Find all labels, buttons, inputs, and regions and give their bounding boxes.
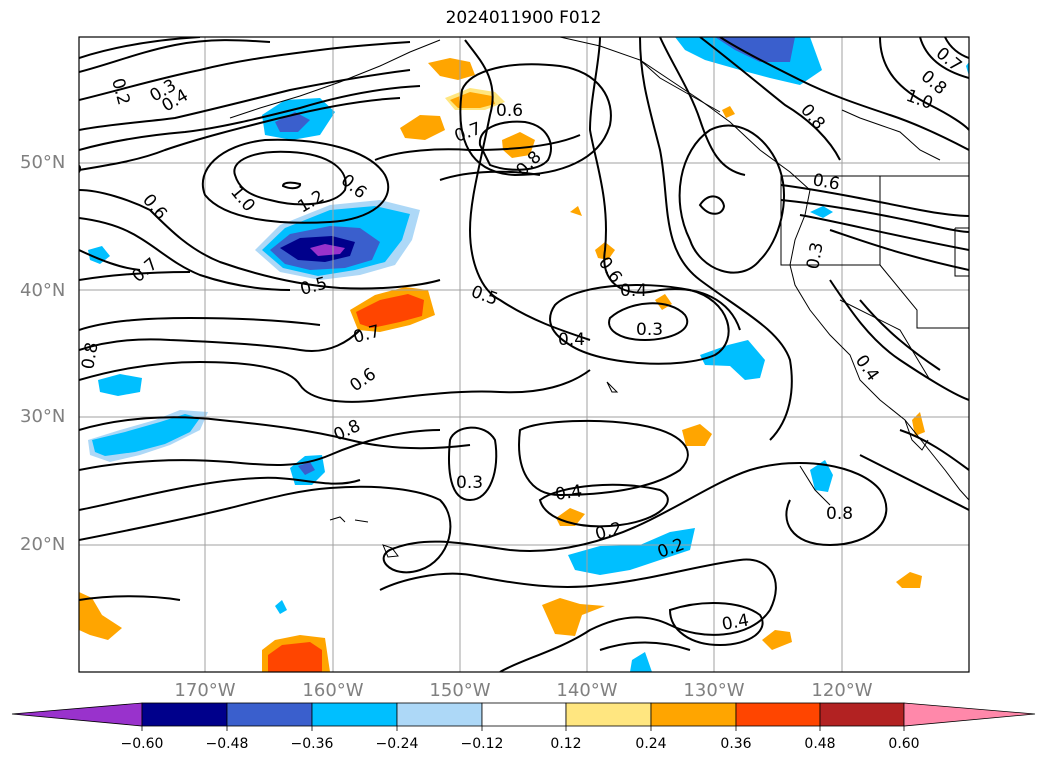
contour-label: 0.8 (796, 100, 829, 134)
graticule (79, 37, 969, 672)
contour-label: 0.2 (593, 519, 624, 545)
contour-label: 0.5 (62, 161, 86, 191)
lat-label-50n: 50°N (20, 152, 66, 173)
map-frame (78, 36, 970, 673)
colorbar-under-extension (11, 702, 143, 727)
contour-label: 0.3 (803, 241, 827, 271)
colorbar-bin (396, 702, 483, 727)
colorbar-tick-label: −0.60 (120, 736, 164, 752)
colorbar-bin (226, 702, 313, 727)
lon-label-150w: 150°W (429, 680, 491, 701)
lat-label-20n: 20°N (20, 534, 66, 555)
coastlines (229, 37, 969, 558)
lon-label-120w: 120°W (811, 680, 873, 701)
colorbar-bin (565, 702, 652, 727)
contour-label: 0.4 (558, 330, 585, 350)
colorbar-tick-label: 0.24 (635, 736, 667, 752)
colorbar-tick-label: 0.36 (720, 736, 752, 752)
colorbar-bin (481, 702, 567, 727)
contours (79, 37, 969, 672)
contour-label: 0.7 (128, 254, 162, 287)
anomaly-fills (79, 37, 969, 672)
lon-label-130w: 130°W (683, 680, 745, 701)
colorbar-tick-label: −0.36 (290, 736, 334, 752)
colorbar-bin (650, 702, 737, 727)
colorbar-bin (311, 702, 398, 727)
contour-label: 0.3 (456, 473, 483, 493)
contour-label: 0.6 (496, 101, 523, 121)
lon-label-160w: 160°W (302, 680, 364, 701)
contour-labels: 0.2 0.3 0.4 0.5 0.6 0.7 0.8 1.0 1.2 0.6 … (62, 44, 965, 635)
colorbar-tick-label: −0.24 (375, 736, 419, 752)
colorbar-tick-label: −0.12 (460, 736, 504, 752)
contour-label: 0.4 (620, 281, 647, 301)
contour-label: 0.4 (720, 611, 750, 635)
lon-label-140w: 140°W (556, 680, 618, 701)
contour-label: 1.0 (226, 182, 259, 216)
colorbar-bin (141, 702, 228, 727)
colorbar-tick-label: 0.60 (888, 736, 920, 752)
contour-label: 0.8 (78, 341, 102, 371)
colorbar-bin (819, 702, 905, 727)
contour-label: 0.4 (554, 481, 584, 505)
contour-label: 0.6 (337, 171, 371, 204)
contour-label: 0.8 (826, 504, 853, 524)
map-title: 2024011900 F012 (445, 8, 602, 28)
contour-label: 0.3 (636, 320, 663, 340)
colorbar-tick-label: 0.12 (550, 736, 582, 752)
contour-label: 0.7 (351, 322, 382, 348)
map-panel: 0.2 0.3 0.4 0.5 0.6 0.7 0.8 1.0 1.2 0.6 … (62, 37, 969, 672)
contour-label: 0.2 (107, 76, 133, 107)
contour-label: 0.6 (811, 170, 841, 194)
colorbar-tick-label: −0.48 (205, 736, 249, 752)
lat-label-30n: 30°N (20, 406, 66, 427)
colorbar-bin (735, 702, 821, 727)
colorbar (11, 702, 1036, 731)
lat-label-40n: 40°N (20, 280, 66, 301)
contour-label: 0.5 (468, 282, 500, 310)
colorbar-over-extension (903, 702, 1036, 727)
colorbar-tick-label: 0.48 (804, 736, 836, 752)
contour-label: 0.6 (138, 190, 171, 224)
contour-label: 0.5 (298, 274, 329, 300)
contour-label: 0.4 (851, 351, 883, 385)
lon-label-170w: 170°W (174, 680, 236, 701)
contour-label: 0.6 (346, 364, 380, 396)
